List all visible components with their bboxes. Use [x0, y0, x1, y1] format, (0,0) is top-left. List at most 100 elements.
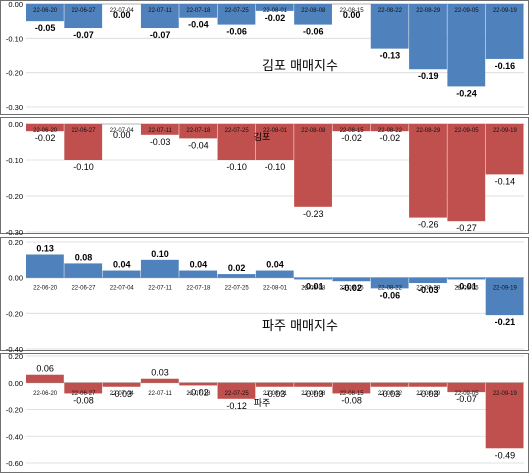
category-label: 22-09-19 [493, 128, 518, 134]
value-label: -0.04 [188, 140, 209, 150]
bar [370, 4, 409, 49]
bar [217, 4, 256, 25]
bar [370, 277, 409, 289]
bar [217, 382, 256, 399]
y-tick-label: 0.20 [8, 238, 23, 247]
bar [447, 4, 486, 87]
category-label: 22-08-22 [378, 391, 403, 397]
value-label: -0.03 [150, 137, 171, 147]
bar [64, 382, 103, 394]
value-label: 0.00 [113, 10, 131, 20]
category-label: 22-08-15 [340, 286, 365, 292]
y-tick-label: -0.20 [6, 309, 23, 318]
value-label: -0.02 [341, 283, 362, 293]
category-label: 22-07-11 [148, 391, 172, 397]
bar [332, 382, 371, 394]
value-label: -0.14 [495, 176, 516, 186]
bar [485, 4, 524, 59]
y-tick-label: 0.20 [8, 352, 23, 361]
category-label: 22-09-19 [493, 391, 518, 397]
value-label: -0.03 [112, 389, 133, 399]
value-label: -0.10 [73, 162, 94, 172]
category-label: 22-08-01 [263, 391, 288, 397]
category-label: 22-08-08 [301, 8, 326, 14]
panel-frame [0, 353, 529, 473]
value-label: -0.06 [380, 290, 401, 300]
value-label: 0.10 [151, 249, 169, 259]
category-label: 22-08-29 [416, 128, 441, 134]
category-label: 22-08-01 [263, 286, 288, 292]
value-label: 0.13 [36, 243, 54, 253]
category-label: 22-08-15 [340, 128, 365, 134]
value-label: -0.07 [73, 30, 94, 40]
bar [332, 277, 371, 282]
y-tick-label: -0.20 [6, 406, 23, 415]
category-label: 22-07-25 [225, 128, 250, 134]
category-label: 22-08-08 [301, 286, 326, 292]
chart-panel-4: 0.20 0.00 -0.20 -0.40 -0.60 22-06-20 0.06 22-06… [0, 352, 529, 473]
chart-panel-3: 0.20 0.00 -0.20 -0.40 22-06-20 0.13 22-06-27 0.… [0, 237, 529, 354]
category-label: 22-06-20 [33, 286, 58, 292]
category-label: 22-07-25 [225, 391, 250, 397]
y-tick-label: -0.20 [6, 192, 23, 201]
bar [485, 382, 524, 449]
category-label: 22-06-27 [71, 128, 96, 134]
y-tick-label: -0.10 [6, 156, 23, 165]
category-label: 22-07-25 [225, 286, 250, 292]
value-label: -0.16 [495, 61, 516, 71]
category-label: 22-08-22 [378, 286, 403, 292]
category-label: 22-07-11 [148, 8, 172, 14]
value-label: -0.19 [418, 71, 439, 81]
bar [294, 4, 332, 25]
value-label: -0.02 [341, 133, 362, 143]
bar [370, 124, 409, 132]
bar [179, 270, 218, 278]
bar [294, 124, 332, 207]
value-label: -0.03 [265, 389, 286, 399]
category-label: 22-07-25 [225, 8, 250, 14]
category-label: 22-09-19 [493, 286, 518, 292]
bar [26, 124, 64, 132]
category-label: 22-08-01 [263, 128, 288, 134]
category-label: 22-08-08 [301, 391, 326, 397]
value-label: -0.08 [341, 395, 362, 405]
value-label: -0.03 [418, 285, 439, 295]
category-label: 22-07-11 [148, 286, 172, 292]
bar [332, 124, 371, 132]
bar [409, 124, 447, 218]
value-label: 0.00 [113, 130, 131, 140]
bar [217, 124, 256, 160]
bar [294, 382, 332, 387]
bar [255, 382, 294, 387]
bar [485, 277, 524, 316]
bar [409, 277, 447, 284]
bar [255, 124, 294, 160]
y-tick-label: -0.40 [6, 432, 23, 441]
bar [140, 259, 179, 278]
category-label: 22-07-04 [110, 391, 135, 397]
bar [179, 4, 218, 18]
bar [179, 124, 218, 139]
y-tick-label: -0.30 [6, 103, 23, 112]
value-label: -0.26 [418, 220, 439, 230]
y-tick-label: -0.20 [6, 69, 23, 78]
bar [485, 124, 524, 175]
bar [409, 382, 447, 387]
y-tick-label: 0.00 [8, 379, 23, 388]
value-label: -0.06 [226, 27, 247, 37]
value-label: -0.02 [380, 133, 401, 143]
chart-title: 김포 매매지수 [262, 59, 338, 74]
bar [140, 378, 179, 383]
value-label: -0.07 [150, 30, 171, 40]
value-label: -0.02 [35, 133, 56, 143]
bar [447, 382, 486, 393]
category-label: 22-09-05 [455, 391, 480, 397]
category-label: 22-07-18 [186, 391, 211, 397]
y-tick-label: -0.10 [6, 34, 23, 43]
value-label: -0.10 [226, 162, 247, 172]
value-label: 0.06 [36, 364, 54, 374]
category-label: 22-09-05 [455, 8, 480, 14]
value-label: 0.04 [113, 260, 131, 270]
panel-frame [0, 237, 529, 351]
value-label: -0.03 [303, 389, 324, 399]
